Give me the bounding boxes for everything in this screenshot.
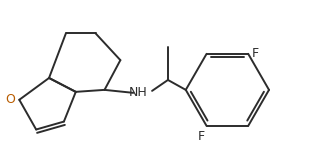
Text: NH: NH [129,86,147,99]
Text: F: F [197,130,204,143]
Text: O: O [5,93,15,106]
Text: F: F [252,47,259,60]
